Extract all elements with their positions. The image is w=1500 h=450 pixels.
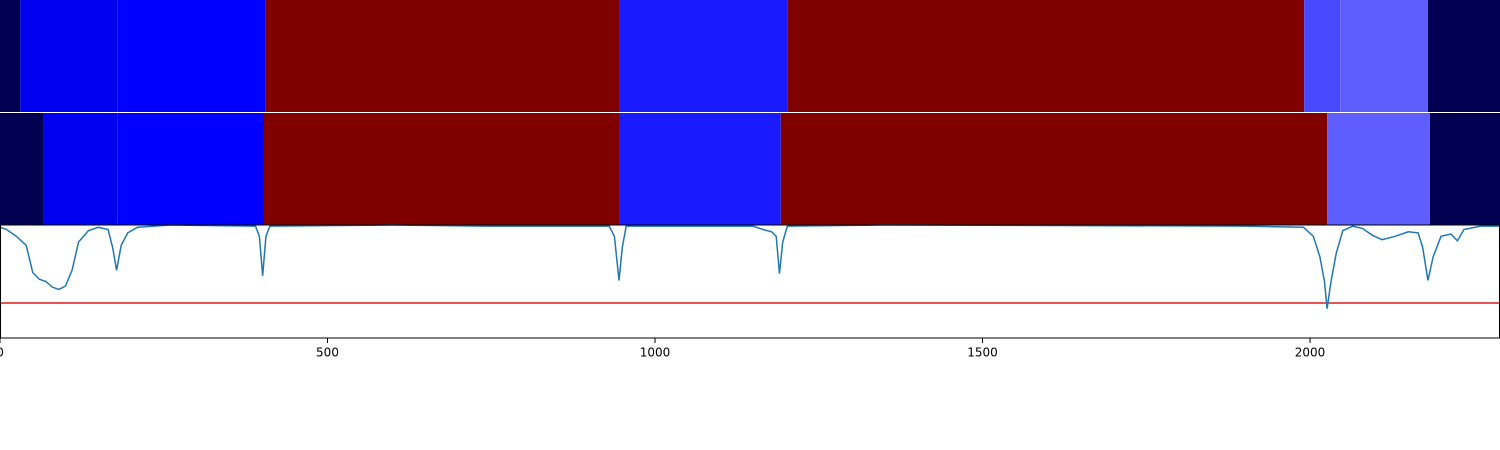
x-tick-label: 500 — [316, 346, 339, 360]
segment — [265, 0, 619, 112]
x-tick-label: 2000 — [1295, 346, 1326, 360]
data-line — [0, 224, 1500, 309]
segment — [780, 113, 1328, 225]
plot-frame — [0, 224, 1500, 339]
segment — [1429, 113, 1500, 225]
segment — [20, 0, 118, 112]
segment — [1327, 113, 1430, 225]
segment — [117, 113, 264, 225]
segment — [1304, 0, 1341, 112]
segment — [0, 113, 44, 225]
segment — [0, 0, 21, 112]
x-tick-label: 1500 — [967, 346, 998, 360]
segment — [117, 0, 266, 112]
segment — [43, 113, 118, 225]
segment — [1340, 0, 1428, 112]
segment — [618, 0, 788, 112]
segment — [787, 0, 1305, 112]
segment — [1427, 0, 1500, 112]
x-tick-label: 1000 — [640, 346, 671, 360]
segment — [263, 113, 619, 225]
segment — [618, 113, 781, 225]
x-tick-label: 0 — [0, 346, 4, 360]
